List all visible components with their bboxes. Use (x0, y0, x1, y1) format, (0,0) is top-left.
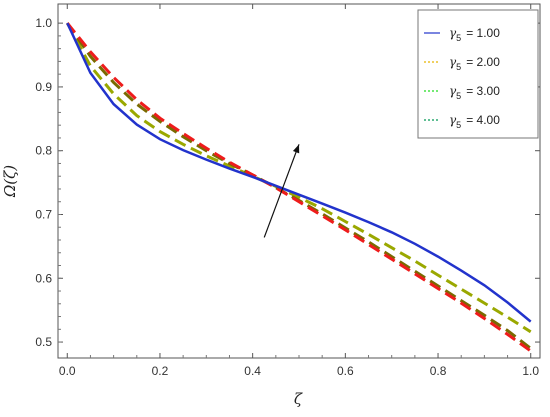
y-tick-label: 0.7 (35, 207, 52, 221)
trend-arrow (263, 144, 300, 238)
x-tick-label: 0.8 (430, 364, 447, 378)
x-tick-label: 0.4 (244, 364, 261, 378)
x-tick-label: 1.0 (522, 364, 539, 378)
axis-ticks: 0.0 0.2 0.4 0.6 0.8 1.0 0.5 0.6 0.7 0.8 0.9 1.0 (35, 4, 540, 378)
legend-box (417, 9, 539, 139)
y-tick-label: 0.8 (35, 144, 52, 158)
trend-arrowhead (292, 144, 300, 154)
legend-label: γ5 = 4.00 (449, 113, 500, 130)
y-tick-label: 1.0 (35, 16, 52, 30)
y-tick-label: 0.9 (35, 80, 52, 94)
y-tick-label: 0.6 (35, 271, 52, 285)
series-line-overlay (65, 22, 532, 334)
x-tick-label: 0.0 (59, 364, 76, 378)
legend: γ5 = 1.00 γ5 = 2.00 γ5 = 3.00 γ5 = 4.00 (417, 9, 539, 139)
legend-label: γ5 = 2.00 (449, 55, 500, 72)
x-axis-label: ζ (294, 390, 303, 408)
legend-label: γ5 = 1.00 (449, 26, 500, 43)
series-line-overlay (66, 22, 532, 353)
x-tick-label: 0.2 (152, 364, 169, 378)
x-tick-label: 0.6 (337, 364, 354, 378)
y-axis-label: Ω(ζ) (1, 165, 19, 198)
trend-annotation (263, 144, 300, 238)
legend-label: γ5 = 3.00 (449, 84, 500, 101)
y-tick-label: 0.5 (35, 335, 52, 349)
series-lines (65, 22, 532, 353)
series-line (66, 22, 532, 323)
